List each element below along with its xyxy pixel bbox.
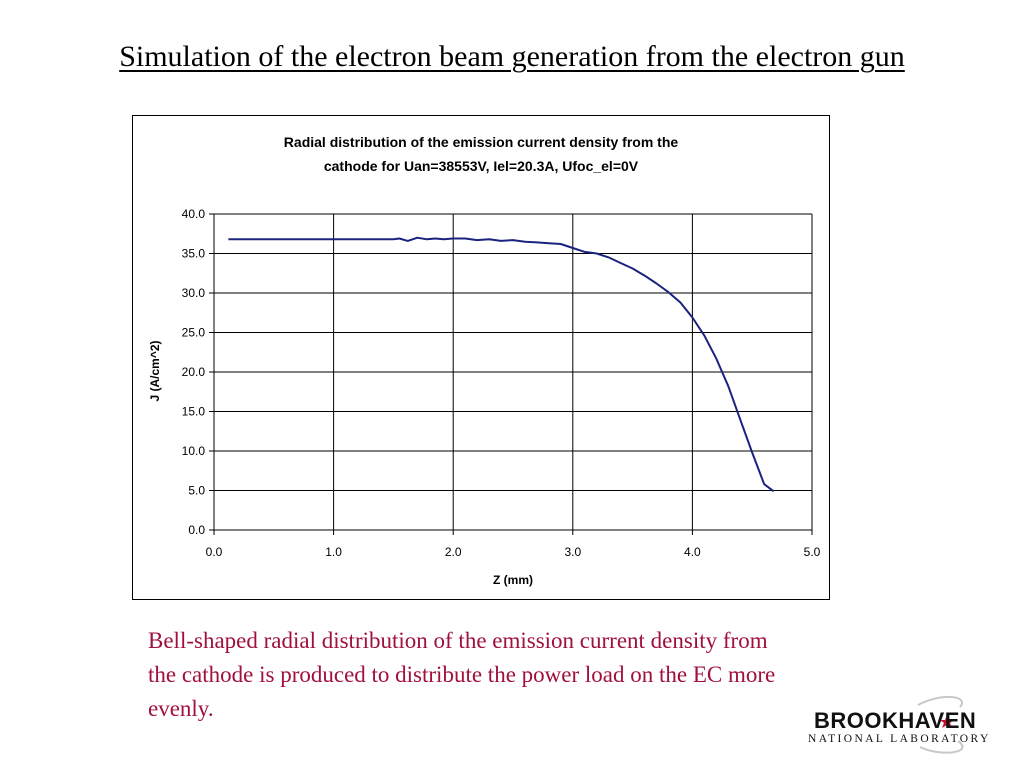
slide-title: Simulation of the electron beam generati… [119, 40, 905, 73]
y-tick-label: 30.0 [182, 286, 206, 300]
y-axis-label: J (A/cm^2) [148, 340, 162, 401]
y-tick-label: 40.0 [182, 207, 206, 221]
logo-wordmark: BROOKHAVEN [814, 708, 977, 733]
brookhaven-logo: BROOKHAVEN NATIONAL LABORATORY [800, 695, 1010, 755]
y-tick-label: 10.0 [182, 444, 206, 458]
emission-density-chart: Radial distribution of the emission curr… [148, 134, 821, 587]
y-tick-label: 0.0 [188, 523, 205, 537]
x-tick-label: 5.0 [804, 545, 821, 559]
logo-swoosh-icon [917, 695, 964, 754]
chart-title-line-1: Radial distribution of the emission curr… [284, 134, 679, 150]
slide-caption: Bell-shaped radial distribution of the e… [148, 628, 776, 721]
x-tick-label: 0.0 [206, 545, 223, 559]
y-tick-label: 5.0 [188, 484, 205, 498]
chart-tick-labels: 0.0 5.0 10.0 15.0 20.0 25.0 30.0 35.0 40.0 0.0 1.0… [182, 207, 821, 559]
y-tick-label: 20.0 [182, 365, 206, 379]
chart-title-line-2: cathode for Uan=38553V, Iel=20.3A, Ufoc_… [324, 158, 639, 174]
x-tick-label: 1.0 [325, 545, 342, 559]
y-tick-label: 35.0 [182, 247, 206, 261]
logo-subtitle: NATIONAL LABORATORY [808, 733, 991, 745]
x-axis-label: Z (mm) [493, 573, 533, 587]
series-line [228, 236, 775, 493]
x-tick-label: 3.0 [564, 545, 581, 559]
chart-series [228, 236, 775, 493]
chart-frame: Radial distribution of the emission curr… [132, 115, 830, 600]
y-tick-label: 25.0 [182, 326, 206, 340]
x-tick-label: 4.0 [684, 545, 701, 559]
chart-axes [209, 213, 813, 535]
chart-grid [214, 213, 813, 530]
y-tick-label: 15.0 [182, 405, 206, 419]
x-tick-label: 2.0 [445, 545, 462, 559]
